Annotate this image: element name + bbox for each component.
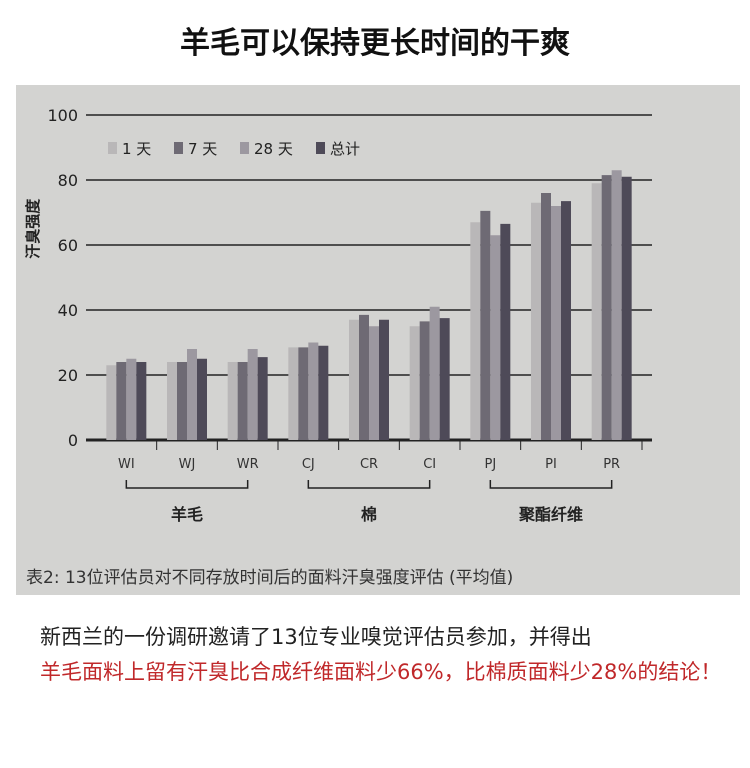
group-label: 羊毛 <box>171 505 203 524</box>
group-label: 棉 <box>361 505 377 524</box>
bar <box>177 362 187 440</box>
legend-swatch <box>108 142 117 154</box>
bar <box>429 306 440 440</box>
bar <box>187 349 197 440</box>
bar <box>116 362 127 440</box>
bar <box>227 362 238 440</box>
legend-label: 总计 <box>330 140 360 158</box>
bar <box>288 347 299 440</box>
bar <box>197 358 207 440</box>
bar <box>591 183 602 440</box>
bar <box>439 318 450 440</box>
x-tick-label: CJ <box>302 457 315 472</box>
bar <box>247 349 258 440</box>
bar <box>369 326 379 440</box>
y-tick-label: 60 <box>58 236 78 255</box>
y-axis-label: 汗臭强度 <box>24 198 42 259</box>
legend-label: 7 天 <box>188 140 217 158</box>
bar <box>500 223 511 440</box>
legend-swatch <box>316 142 325 154</box>
bar <box>601 175 612 440</box>
x-tick-label: PR <box>603 457 620 472</box>
bar <box>349 319 359 440</box>
group-bracket <box>307 480 431 489</box>
bar <box>480 210 491 440</box>
bar <box>470 222 481 440</box>
bar <box>136 362 147 440</box>
bar-chart: 0 20 40 60 80 100 汗臭强度 WI WJ WR CJ CR CI PJ PI PR 羊毛 棉 聚酯纤… <box>24 106 652 524</box>
legend-label: 28 天 <box>254 140 293 158</box>
x-tick-label: CR <box>360 457 378 472</box>
bar <box>106 365 117 440</box>
legend-label: 1 天 <box>122 140 151 158</box>
bar <box>551 206 561 440</box>
y-tick-label: 20 <box>58 366 78 385</box>
bar <box>359 314 369 440</box>
x-tick-label: WI <box>118 457 135 472</box>
bar <box>167 362 177 440</box>
description-highlight: 羊毛面料上留有汗臭比合成纤维面料少66%，比棉质面料少28%的结论！ <box>40 660 722 684</box>
x-tick-label: PJ <box>484 457 496 472</box>
x-tick-label: WJ <box>179 457 196 472</box>
y-tick-label: 80 <box>58 171 78 190</box>
bar <box>126 358 137 440</box>
bar <box>419 321 430 440</box>
bar <box>541 193 551 440</box>
bar <box>257 357 268 440</box>
y-tick-label: 0 <box>68 431 78 450</box>
group-label: 聚酯纤维 <box>518 505 583 524</box>
legend-swatch <box>174 142 183 154</box>
bar <box>379 319 389 440</box>
chart-caption: 表2: 13位评估员对不同存放时间后的面料汗臭强度评估 (平均值) <box>26 568 514 588</box>
page-title: 羊毛可以保持更长时间的干爽 <box>180 26 570 61</box>
description-text: 新西兰的一份调研邀请了13位专业嗅觉评估员参加，并得出 <box>40 625 592 649</box>
bar <box>611 170 622 440</box>
x-tick-label: CI <box>423 457 436 472</box>
bar <box>308 342 319 440</box>
x-tick-label: WR <box>237 457 259 472</box>
bar <box>318 345 329 440</box>
x-tick-label: PI <box>545 457 557 472</box>
bar <box>561 201 571 440</box>
bar <box>490 235 501 440</box>
bar <box>531 202 541 440</box>
chart-photo: 0 20 40 60 80 100 汗臭强度 WI WJ WR CJ CR CI PJ PI PR 羊毛 棉 聚酯纤… <box>16 85 740 595</box>
description: 新西兰的一份调研邀请了13位专业嗅觉评估员参加，并得出 羊毛面料上留有汗臭比合成… <box>40 620 730 690</box>
bar <box>298 347 309 440</box>
group-bracket <box>125 480 249 489</box>
y-tick-label: 100 <box>47 106 78 125</box>
bar <box>237 362 248 440</box>
bar <box>621 176 632 440</box>
bar <box>409 326 420 440</box>
legend-swatch <box>240 142 249 154</box>
y-tick-label: 40 <box>58 301 78 320</box>
group-bracket <box>489 480 613 489</box>
